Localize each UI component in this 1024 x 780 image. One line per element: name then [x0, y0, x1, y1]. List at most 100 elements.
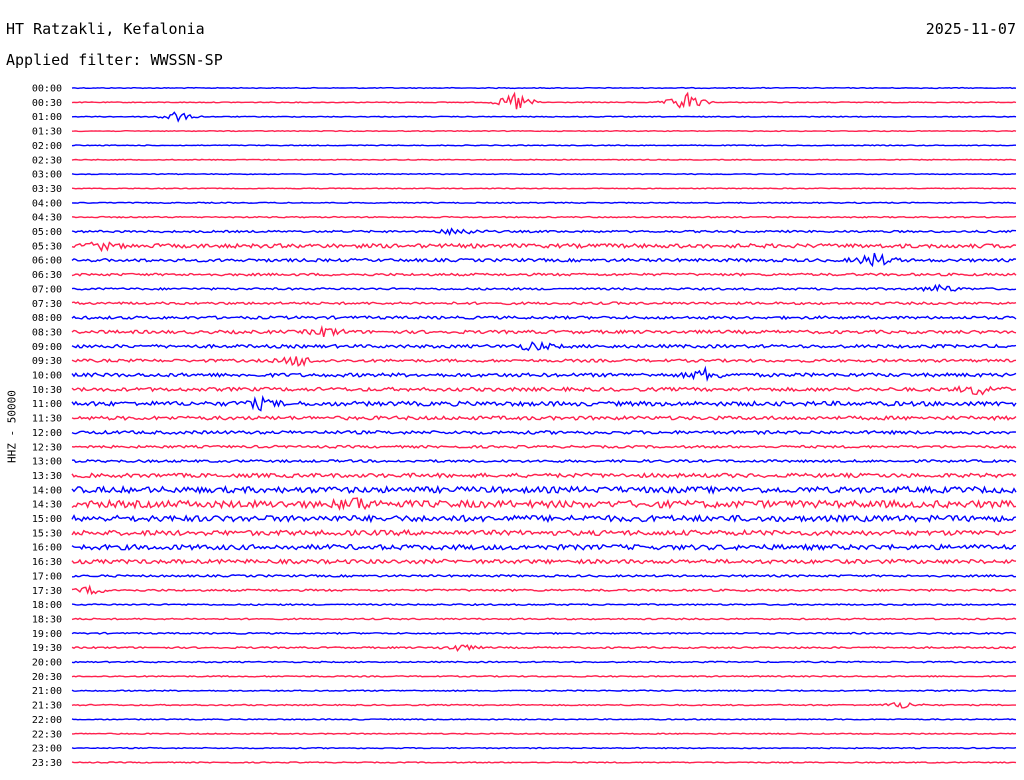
time-tick-0130: 01:30 [32, 127, 62, 138]
time-tick-1800: 18:00 [32, 600, 62, 611]
time-tick-0200: 02:00 [32, 141, 62, 152]
time-tick-2130: 21:30 [32, 701, 62, 712]
time-tick-0430: 04:30 [32, 213, 62, 224]
trace-0500 [71, 227, 1017, 237]
time-tick-1730: 17:30 [32, 586, 62, 597]
trace-1000 [71, 365, 1017, 382]
trace-1300 [71, 458, 1017, 464]
time-tick-1500: 15:00 [32, 514, 62, 525]
time-tick-0500: 05:00 [32, 227, 62, 238]
time-tick-1200: 12:00 [32, 428, 62, 439]
time-tick-1630: 16:30 [32, 557, 62, 568]
time-tick-1230: 12:30 [32, 442, 62, 453]
trace-1500 [71, 513, 1017, 524]
trace-1900 [71, 631, 1017, 635]
trace-0300 [71, 172, 1017, 176]
time-tick-0600: 06:00 [32, 256, 62, 267]
time-tick-1000: 10:00 [32, 371, 62, 382]
trace-0230 [71, 158, 1017, 161]
time-tick-1030: 10:30 [32, 385, 62, 396]
time-tick-2200: 22:00 [32, 715, 62, 726]
trace-2000 [71, 660, 1017, 664]
time-tick-0700: 07:00 [32, 284, 62, 295]
trace-2130 [71, 701, 1016, 709]
time-tick-0030: 00:30 [32, 98, 62, 109]
time-tick-1600: 16:00 [32, 543, 62, 554]
time-tick-1700: 17:00 [32, 571, 62, 582]
time-tick-0630: 06:30 [32, 270, 62, 281]
trace-1400 [71, 484, 1017, 495]
trace-1430 [71, 497, 1017, 512]
trace-0930 [71, 356, 1017, 368]
trace-0700 [71, 283, 1017, 293]
seismic-traces [71, 86, 1017, 764]
trace-1700 [72, 573, 1017, 578]
trace-2100 [71, 689, 1017, 693]
trace-1730 [71, 584, 1017, 596]
trace-1330 [71, 472, 1017, 479]
time-tick-labels: 00:00 00:30 01:00 01:30 02:00 02:30 03:00 03:30… [32, 84, 62, 769]
time-tick-2000: 20:00 [32, 658, 62, 669]
trace-0630 [71, 272, 1017, 277]
time-tick-0900: 09:00 [32, 342, 62, 353]
time-tick-1330: 13:30 [32, 471, 62, 482]
trace-0400 [71, 201, 1017, 205]
trace-1200 [71, 429, 1017, 436]
time-tick-0400: 04:00 [32, 198, 62, 209]
time-tick-1430: 14:30 [32, 500, 62, 511]
trace-1800 [71, 603, 1017, 607]
trace-0530 [71, 241, 1017, 253]
trace-0330 [71, 187, 1017, 190]
time-tick-1100: 11:00 [32, 399, 62, 410]
time-tick-0000: 00:00 [32, 84, 62, 95]
trace-0000 [71, 86, 1017, 90]
trace-0430 [71, 215, 1017, 219]
trace-0600 [71, 252, 1017, 268]
trace-0830 [71, 324, 1017, 338]
time-tick-2300: 23:00 [32, 744, 62, 755]
trace-1030 [71, 384, 1017, 396]
trace-1630 [71, 558, 1017, 565]
trace-1130 [71, 415, 1017, 422]
trace-1930 [71, 644, 1017, 652]
time-tick-0230: 02:30 [32, 155, 62, 166]
trace-2330 [71, 761, 1017, 764]
time-tick-1900: 19:00 [32, 629, 62, 640]
time-tick-0800: 08:00 [32, 313, 62, 324]
trace-0030 [71, 91, 1017, 110]
time-tick-1530: 15:30 [32, 528, 62, 539]
time-tick-1830: 18:30 [32, 614, 62, 625]
trace-1530 [71, 528, 1016, 537]
time-tick-0930: 09:30 [32, 356, 62, 367]
date-label: 2025-11-07 [925, 20, 1016, 38]
time-tick-0300: 03:00 [32, 170, 62, 181]
trace-0100 [71, 111, 1017, 123]
time-tick-0330: 03:30 [32, 184, 62, 195]
trace-2030 [71, 675, 1016, 678]
time-tick-1400: 14:00 [32, 485, 62, 496]
trace-0730 [71, 301, 1017, 306]
time-tick-0530: 05:30 [32, 241, 62, 252]
time-tick-0730: 07:30 [32, 299, 62, 310]
trace-1230 [71, 444, 1017, 449]
time-tick-0830: 08:30 [32, 327, 62, 338]
trace-0130 [71, 129, 1017, 133]
time-tick-1130: 11:30 [32, 414, 62, 425]
time-tick-2100: 21:00 [32, 686, 62, 697]
filter-label: Applied filter: WWSSN-SP [6, 51, 223, 69]
trace-1830 [71, 617, 1017, 621]
trace-0200 [71, 144, 1016, 147]
station-title: HT Ratzakli, Kefalonia [6, 20, 205, 38]
time-tick-0100: 01:00 [32, 112, 62, 123]
trace-2230 [72, 732, 1017, 735]
trace-0800 [71, 315, 1017, 321]
trace-2200 [71, 718, 1017, 721]
time-tick-2230: 22:30 [32, 729, 62, 740]
trace-1100 [71, 394, 1017, 412]
trace-0900 [71, 340, 1017, 352]
time-tick-1930: 19:30 [32, 643, 62, 654]
trace-1600 [71, 543, 1017, 552]
time-tick-2030: 20:30 [32, 672, 62, 683]
trace-2300 [71, 746, 1017, 750]
